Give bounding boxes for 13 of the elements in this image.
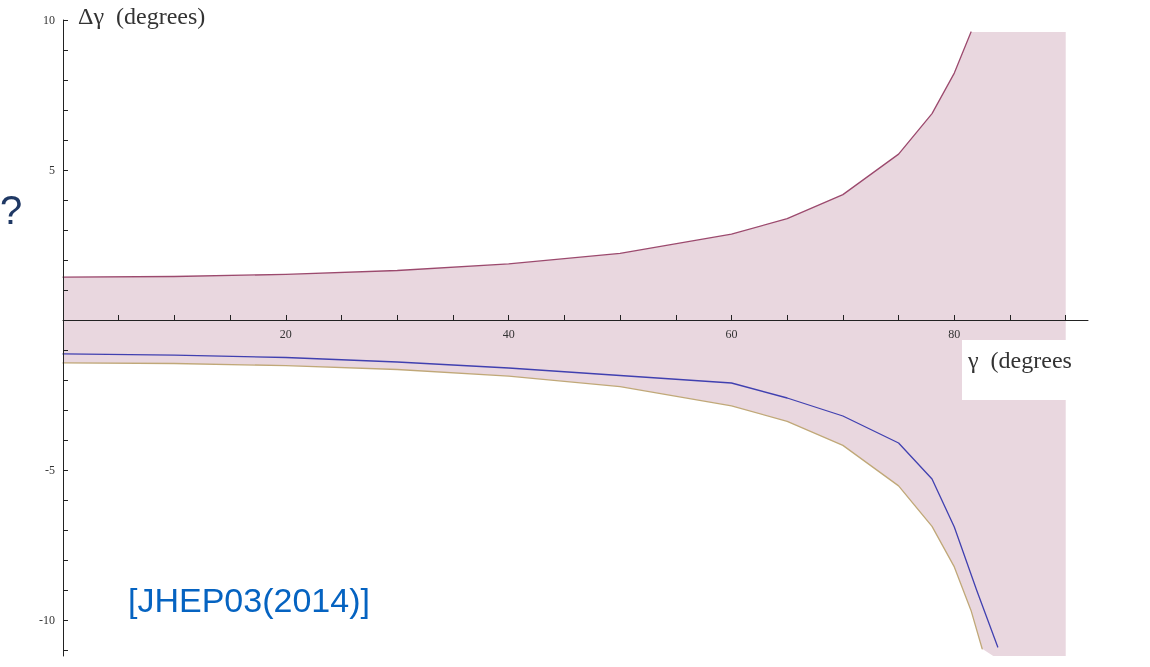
line-series [62,31,972,278]
annotation: [JHEP03(2014)] [128,581,370,619]
y-tick-label: -10 [39,613,55,627]
x-tick-label: 40 [502,327,515,341]
y-tick-label: 5 [49,163,55,177]
x-tick-label: 80 [948,327,961,341]
y-tick-label: -5 [45,463,55,477]
x-tick-label: 20 [279,327,292,341]
y-axis-title: Δγ (degrees) [78,3,206,29]
x-tick-label: 60 [725,327,738,341]
text: ? [0,188,23,232]
x-axis-title: γ (degrees [967,347,1072,373]
y-tick-label: 10 [43,13,55,27]
